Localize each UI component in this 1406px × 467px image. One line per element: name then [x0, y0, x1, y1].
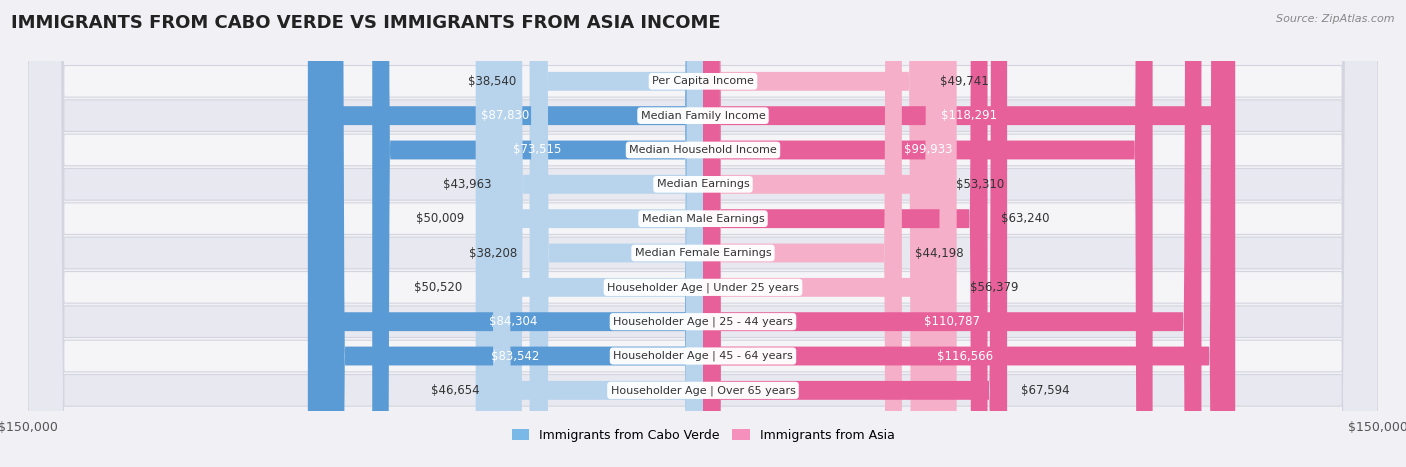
Text: $63,240: $63,240: [1001, 212, 1049, 225]
FancyBboxPatch shape: [475, 0, 703, 467]
FancyBboxPatch shape: [530, 0, 703, 467]
FancyBboxPatch shape: [703, 0, 1236, 467]
Text: $38,208: $38,208: [470, 247, 517, 260]
FancyBboxPatch shape: [478, 0, 703, 467]
Text: $84,304: $84,304: [489, 315, 537, 328]
Text: $73,515: $73,515: [513, 143, 562, 156]
FancyBboxPatch shape: [531, 0, 703, 467]
Text: $118,291: $118,291: [941, 109, 997, 122]
Text: $67,594: $67,594: [1021, 384, 1069, 397]
Text: $50,009: $50,009: [416, 212, 464, 225]
Text: $43,963: $43,963: [443, 178, 492, 191]
FancyBboxPatch shape: [373, 0, 703, 467]
Text: Median Female Earnings: Median Female Earnings: [634, 248, 772, 258]
Text: $56,379: $56,379: [970, 281, 1019, 294]
Text: $99,933: $99,933: [904, 143, 952, 156]
FancyBboxPatch shape: [703, 0, 1202, 467]
FancyBboxPatch shape: [703, 0, 987, 467]
FancyBboxPatch shape: [28, 0, 1378, 467]
Text: Householder Age | Over 65 years: Householder Age | Over 65 years: [610, 385, 796, 396]
Legend: Immigrants from Cabo Verde, Immigrants from Asia: Immigrants from Cabo Verde, Immigrants f…: [506, 424, 900, 447]
FancyBboxPatch shape: [28, 0, 1378, 467]
FancyBboxPatch shape: [28, 0, 1378, 467]
FancyBboxPatch shape: [28, 0, 1378, 467]
Text: Householder Age | 45 - 64 years: Householder Age | 45 - 64 years: [613, 351, 793, 361]
Text: Householder Age | 25 - 44 years: Householder Age | 25 - 44 years: [613, 317, 793, 327]
FancyBboxPatch shape: [703, 0, 1153, 467]
FancyBboxPatch shape: [328, 0, 703, 467]
FancyBboxPatch shape: [323, 0, 703, 467]
FancyBboxPatch shape: [28, 0, 1378, 467]
FancyBboxPatch shape: [703, 0, 943, 467]
FancyBboxPatch shape: [703, 0, 956, 467]
Text: Per Capita Income: Per Capita Income: [652, 76, 754, 86]
Text: $44,198: $44,198: [915, 247, 965, 260]
FancyBboxPatch shape: [28, 0, 1378, 467]
Text: Median Earnings: Median Earnings: [657, 179, 749, 189]
FancyBboxPatch shape: [28, 0, 1378, 467]
Text: $116,566: $116,566: [938, 349, 993, 362]
FancyBboxPatch shape: [28, 0, 1378, 467]
Text: $46,654: $46,654: [432, 384, 479, 397]
Text: $87,830: $87,830: [481, 109, 530, 122]
Text: Householder Age | Under 25 years: Householder Age | Under 25 years: [607, 282, 799, 293]
Text: $83,542: $83,542: [491, 349, 540, 362]
FancyBboxPatch shape: [703, 0, 1007, 467]
FancyBboxPatch shape: [505, 0, 703, 467]
FancyBboxPatch shape: [28, 0, 1378, 467]
Text: $50,520: $50,520: [413, 281, 463, 294]
Text: $53,310: $53,310: [956, 178, 1005, 191]
FancyBboxPatch shape: [703, 0, 1227, 467]
Text: Median Male Earnings: Median Male Earnings: [641, 214, 765, 224]
Text: $38,540: $38,540: [468, 75, 516, 88]
Text: $110,787: $110,787: [924, 315, 980, 328]
FancyBboxPatch shape: [703, 0, 901, 467]
Text: $49,741: $49,741: [941, 75, 988, 88]
Text: Median Family Income: Median Family Income: [641, 111, 765, 120]
FancyBboxPatch shape: [308, 0, 703, 467]
FancyBboxPatch shape: [28, 0, 1378, 467]
Text: Source: ZipAtlas.com: Source: ZipAtlas.com: [1277, 14, 1395, 24]
Text: IMMIGRANTS FROM CABO VERDE VS IMMIGRANTS FROM ASIA INCOME: IMMIGRANTS FROM CABO VERDE VS IMMIGRANTS…: [11, 14, 721, 32]
FancyBboxPatch shape: [703, 0, 927, 467]
Text: Median Household Income: Median Household Income: [628, 145, 778, 155]
FancyBboxPatch shape: [494, 0, 703, 467]
